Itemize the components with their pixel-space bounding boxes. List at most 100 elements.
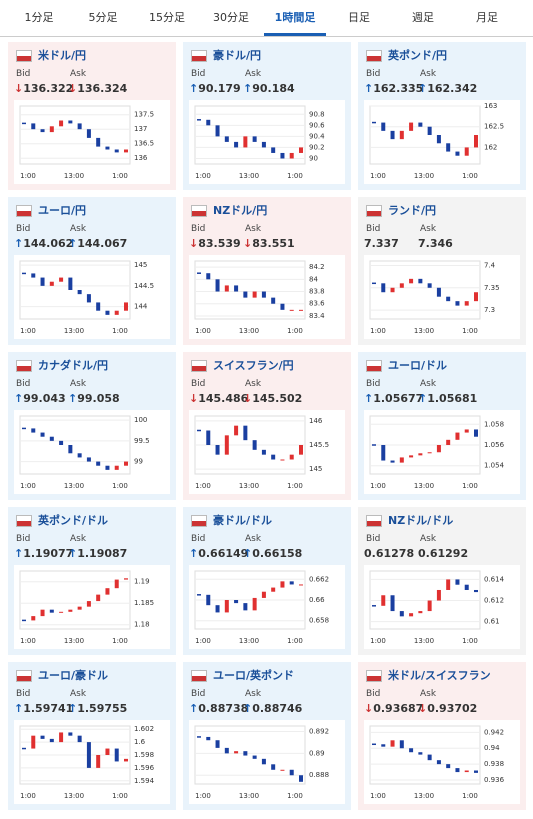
candle: [31, 273, 36, 278]
candle: [68, 120, 73, 124]
rate-panel[interactable]: 米ドル/スイスフラン Bid Ask ↓0.93687 ↓0.93702 0.942 0.9…: [358, 662, 526, 810]
candle: [289, 152, 294, 159]
candle: [59, 120, 64, 127]
ask-value: ↑162.342: [418, 82, 477, 95]
change-arrow: ↑: [68, 702, 78, 715]
mini-chart: 163 162.5 162 1:00 13:00 1:00: [364, 100, 520, 184]
rate-panel[interactable]: スイスフラン/円 Bid Ask ↓145.486 ↓145.502 146 145.5 14…: [183, 352, 351, 500]
tab[interactable]: 15分足: [149, 11, 185, 24]
mini-chart: 7.4 7.35 7.3 1:00 13:00 1:00: [364, 255, 520, 339]
tab[interactable]: 30分足: [213, 11, 249, 24]
change-arrow: ↑: [189, 702, 199, 715]
ask-label: Ask: [420, 534, 437, 544]
candle: [299, 147, 303, 153]
mini-chart: 1.19 1.185 1.18 1:00 13:00 1:00: [14, 565, 170, 649]
candle: [114, 579, 119, 589]
pair-title: ユーロ/豪ドル: [38, 669, 109, 682]
bid-value: ↓83.539: [189, 237, 241, 250]
tab[interactable]: 1分足: [24, 11, 54, 24]
rate-panel[interactable]: NZドル/円 Bid Ask ↓83.539 ↓83.551 84.2 84 83.8 83.6…: [183, 197, 351, 345]
change-arrow: ↓: [68, 82, 78, 95]
candle: [455, 432, 460, 440]
rate-panel[interactable]: ランド/円 Bid Ask 7.337 7.346 7.4 7.35 7.3 1:00 13:00…: [358, 197, 526, 345]
rate-panel[interactable]: 米ドル/円 Bid Ask ↓136.322 ↓136.324 137.5 137 136.5…: [8, 42, 176, 190]
y-tick-label: 0.892: [309, 727, 329, 735]
candle: [464, 429, 469, 433]
pair-title: 米ドル/円: [38, 49, 87, 62]
x-tick-label: 1:00: [462, 792, 478, 800]
tab[interactable]: 週足: [412, 11, 434, 24]
candle: [474, 429, 478, 437]
rate-panel[interactable]: ユーロ/英ポンド Bid Ask ↑0.88738 ↑0.88746 0.892 0.89 0…: [183, 662, 351, 810]
rate-panel[interactable]: 豪ドル/ドル Bid Ask ↑0.66149 ↑0.66158 0.662 0.66 0.6…: [183, 507, 351, 655]
rate-panel[interactable]: カナダドル/円 Bid Ask ↑99.043 ↑99.058 100 99.5 99 1:00…: [8, 352, 176, 500]
candle: [418, 752, 423, 755]
rate-panel[interactable]: 豪ドル/円 Bid Ask ↑90.179 ↑90.184 90.8 90.6 90.4 90.…: [183, 42, 351, 190]
y-tick-label: 144.5: [134, 282, 154, 290]
y-tick-label: 1.18: [134, 621, 150, 629]
candle: [77, 606, 82, 610]
bid-value: ↑0.66149: [189, 547, 248, 560]
tab[interactable]: 月足: [476, 11, 498, 24]
x-tick-label: 13:00: [414, 792, 434, 800]
candle: [289, 454, 294, 460]
x-tick-label: 13:00: [239, 792, 259, 800]
x-tick-label: 1:00: [370, 172, 386, 180]
tab[interactable]: 5分足: [88, 11, 118, 24]
change-arrow: ↑: [14, 702, 24, 715]
candle: [114, 310, 119, 315]
candle: [224, 285, 229, 292]
candle: [31, 735, 36, 749]
pair-title: NZドル/円: [213, 204, 268, 217]
candle: [446, 579, 451, 590]
rate-panel[interactable]: 英ポンド/ドル Bid Ask ↑1.19077 ↑1.19087 1.19 1.185 1.…: [8, 507, 176, 655]
candle: [243, 425, 248, 441]
candle: [390, 740, 395, 747]
candle: [436, 589, 441, 601]
candle: [381, 595, 386, 606]
candle: [261, 591, 266, 598]
x-tick-label: 13:00: [239, 482, 259, 490]
ask-price: 1.19087: [77, 547, 128, 560]
rate-panel[interactable]: 英ポンド/円 Bid Ask ↑162.335 ↑162.342 163 162.5 162 1…: [358, 42, 526, 190]
x-tick-label: 1:00: [462, 327, 478, 335]
rate-panel[interactable]: ユーロ/ドル Bid Ask ↑1.05677 ↑1.05681 1.058 1.056 1.…: [358, 352, 526, 500]
rate-panel[interactable]: ユーロ/豪ドル Bid Ask ↑1.59741 ↑1.59755 1.602 1.6 1.5…: [8, 662, 176, 810]
candle: [261, 141, 266, 148]
candle: [124, 578, 128, 580]
y-tick-label: 136.5: [134, 140, 154, 148]
candle: [96, 461, 101, 466]
candle: [234, 751, 239, 754]
flag-icon: [366, 50, 382, 62]
y-tick-label: 1.056: [484, 441, 505, 449]
bid-label: Bid: [366, 689, 381, 699]
ask-price: 145.502: [252, 392, 303, 405]
ask-value: ↓136.324: [68, 82, 127, 95]
candle: [243, 136, 248, 148]
ask-value: ↑0.66158: [243, 547, 302, 560]
tab[interactable]: 日足: [348, 11, 370, 24]
mini-chart: 0.662 0.66 0.658 1:00 13:00 1:00: [189, 565, 345, 649]
change-arrow: ↑: [189, 82, 199, 95]
tab[interactable]: 1時間足: [264, 0, 326, 36]
ask-value: ↑99.058: [68, 392, 120, 405]
y-tick-label: 1.058: [484, 420, 504, 428]
x-tick-label: 1:00: [20, 792, 36, 800]
y-tick-label: 83.4: [309, 312, 325, 320]
change-arrow: ↑: [243, 702, 253, 715]
candle: [215, 125, 220, 137]
ask-price: 83.551: [252, 237, 295, 250]
ask-label: Ask: [245, 69, 262, 79]
candle: [31, 428, 36, 433]
ask-price: 144.067: [77, 237, 128, 250]
candle: [390, 460, 395, 463]
rate-panel[interactable]: NZドル/ドル Bid Ask 0.61278 0.61292 0.614 0.612 0.6…: [358, 507, 526, 655]
y-tick-label: 99: [134, 458, 143, 466]
candle: [86, 457, 91, 462]
candle: [68, 732, 73, 736]
rate-panel[interactable]: ユーロ/円 Bid Ask ↑144.062 ↑144.067 145 144.5 144 1:…: [8, 197, 176, 345]
change-arrow: ↓: [189, 237, 199, 250]
ask-price: 162.342: [427, 82, 478, 95]
candle: [86, 294, 91, 303]
